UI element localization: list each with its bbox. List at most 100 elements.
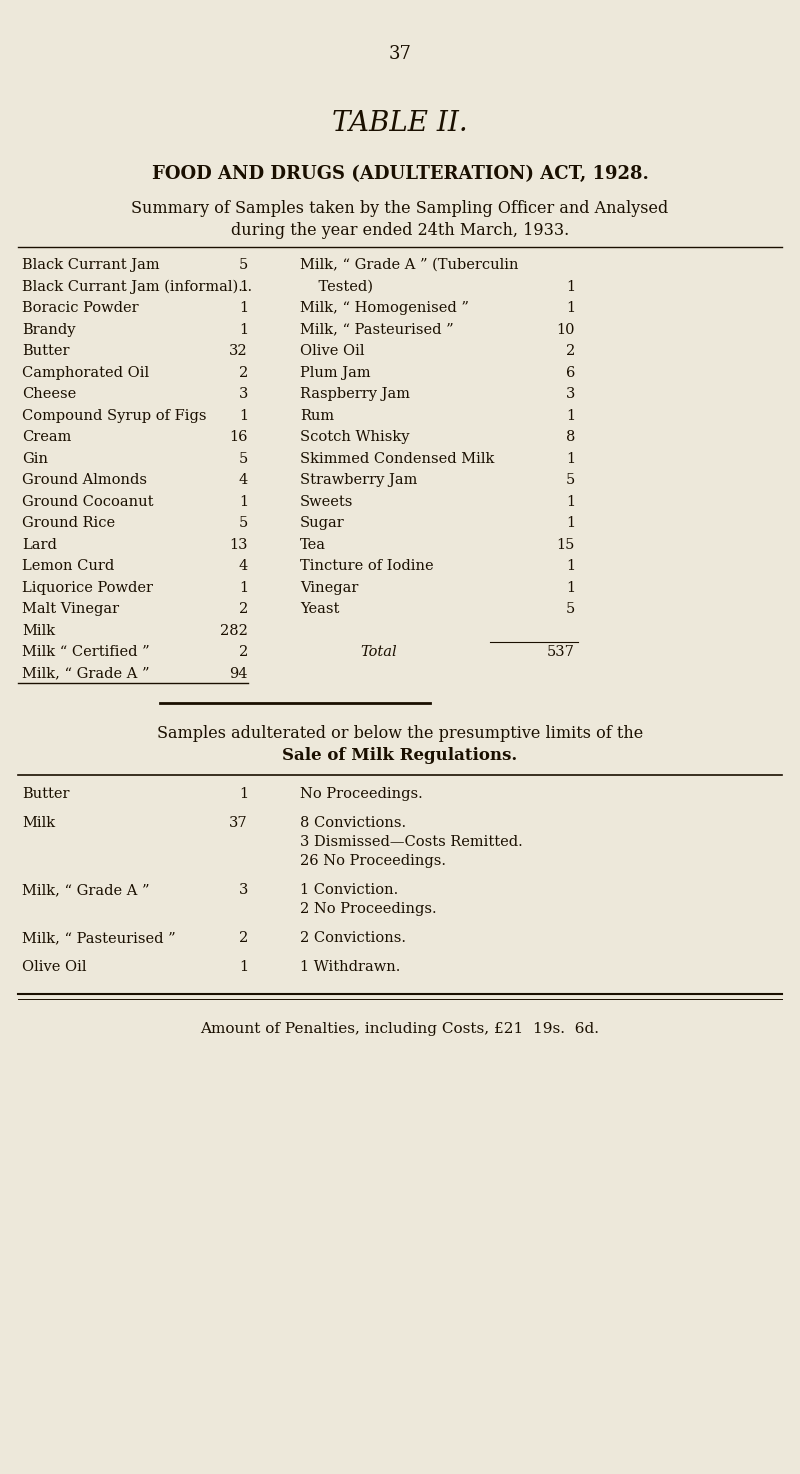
- Text: Raspberry Jam: Raspberry Jam: [300, 388, 410, 401]
- Text: Liquorice Powder: Liquorice Powder: [22, 581, 153, 594]
- Text: 94: 94: [230, 666, 248, 681]
- Text: 2 No Proceedings.: 2 No Proceedings.: [300, 902, 437, 915]
- Text: Cream: Cream: [22, 430, 71, 444]
- Text: Milk, “ Homogenised ”: Milk, “ Homogenised ”: [300, 301, 469, 315]
- Text: Vinegar: Vinegar: [300, 581, 358, 594]
- Text: Milk, “ Grade A ” (Tuberculin: Milk, “ Grade A ” (Tuberculin: [300, 258, 518, 273]
- Text: 4: 4: [238, 559, 248, 573]
- Text: 537: 537: [547, 646, 575, 659]
- Text: 3: 3: [238, 883, 248, 898]
- Text: 1 Withdrawn.: 1 Withdrawn.: [300, 960, 400, 974]
- Text: Cheese: Cheese: [22, 388, 76, 401]
- Text: Milk, “ Pasteurised ”: Milk, “ Pasteurised ”: [22, 932, 176, 945]
- Text: 1: 1: [239, 301, 248, 315]
- Text: Rum: Rum: [300, 408, 334, 423]
- Text: 1: 1: [239, 408, 248, 423]
- Text: 1: 1: [566, 280, 575, 293]
- Text: Olive Oil: Olive Oil: [22, 960, 86, 974]
- Text: Brandy: Brandy: [22, 323, 75, 336]
- Text: Black Currant Jam: Black Currant Jam: [22, 258, 160, 273]
- Text: Milk “ Certified ”: Milk “ Certified ”: [22, 646, 150, 659]
- Text: 26 No Proceedings.: 26 No Proceedings.: [300, 853, 446, 868]
- Text: 2: 2: [238, 366, 248, 379]
- Text: Summary of Samples taken by the Sampling Officer and Analysed: Summary of Samples taken by the Sampling…: [131, 200, 669, 217]
- Text: 13: 13: [230, 538, 248, 551]
- Text: Strawberry Jam: Strawberry Jam: [300, 473, 418, 486]
- Text: Total: Total: [360, 646, 397, 659]
- Text: Scotch Whisky: Scotch Whisky: [300, 430, 410, 444]
- Text: 1: 1: [566, 494, 575, 509]
- Text: 3: 3: [566, 388, 575, 401]
- Text: 8: 8: [566, 430, 575, 444]
- Text: 1: 1: [566, 451, 575, 466]
- Text: Lard: Lard: [22, 538, 57, 551]
- Text: 16: 16: [230, 430, 248, 444]
- Text: 1: 1: [566, 516, 575, 531]
- Text: 5: 5: [238, 258, 248, 273]
- Text: Ground Cocoanut: Ground Cocoanut: [22, 494, 154, 509]
- Text: Milk: Milk: [22, 817, 55, 830]
- Text: Olive Oil: Olive Oil: [300, 343, 365, 358]
- Text: 1: 1: [566, 581, 575, 594]
- Text: Boracic Powder: Boracic Powder: [22, 301, 138, 315]
- Text: 5: 5: [238, 451, 248, 466]
- Text: Plum Jam: Plum Jam: [300, 366, 370, 379]
- Text: Milk: Milk: [22, 624, 55, 637]
- Text: Milk, “ Grade A ”: Milk, “ Grade A ”: [22, 666, 150, 681]
- Text: 2 Convictions.: 2 Convictions.: [300, 932, 406, 945]
- Text: No Proceedings.: No Proceedings.: [300, 787, 422, 800]
- Text: Butter: Butter: [22, 787, 70, 800]
- Text: Gin: Gin: [22, 451, 48, 466]
- Text: 1 Conviction.: 1 Conviction.: [300, 883, 398, 898]
- Text: 1: 1: [239, 323, 248, 336]
- Text: 2: 2: [566, 343, 575, 358]
- Text: Sugar: Sugar: [300, 516, 345, 531]
- Text: Malt Vinegar: Malt Vinegar: [22, 601, 119, 616]
- Text: 3 Dismissed—Costs Remitted.: 3 Dismissed—Costs Remitted.: [300, 834, 522, 849]
- Text: 37: 37: [230, 817, 248, 830]
- Text: 5: 5: [566, 473, 575, 486]
- Text: 1: 1: [239, 787, 248, 800]
- Text: Black Currant Jam (informal)...: Black Currant Jam (informal)...: [22, 280, 252, 293]
- Text: Ground Rice: Ground Rice: [22, 516, 115, 531]
- Text: 1: 1: [239, 581, 248, 594]
- Text: Skimmed Condensed Milk: Skimmed Condensed Milk: [300, 451, 494, 466]
- Text: 3: 3: [238, 388, 248, 401]
- Text: 8 Convictions.: 8 Convictions.: [300, 817, 406, 830]
- Text: 2: 2: [238, 601, 248, 616]
- Text: 1: 1: [566, 559, 575, 573]
- Text: Yeast: Yeast: [300, 601, 339, 616]
- Text: 2: 2: [238, 932, 248, 945]
- Text: Milk, “ Pasteurised ”: Milk, “ Pasteurised ”: [300, 323, 454, 336]
- Text: Camphorated Oil: Camphorated Oil: [22, 366, 149, 379]
- Text: 5: 5: [566, 601, 575, 616]
- Text: Compound Syrup of Figs: Compound Syrup of Figs: [22, 408, 206, 423]
- Text: 1: 1: [239, 280, 248, 293]
- Text: 5: 5: [238, 516, 248, 531]
- Text: Milk, “ Grade A ”: Milk, “ Grade A ”: [22, 883, 150, 898]
- Text: 37: 37: [389, 46, 411, 63]
- Text: 1: 1: [239, 494, 248, 509]
- Text: 2: 2: [238, 646, 248, 659]
- Text: 15: 15: [557, 538, 575, 551]
- Text: 6: 6: [566, 366, 575, 379]
- Text: Butter: Butter: [22, 343, 70, 358]
- Text: 1: 1: [239, 960, 248, 974]
- Text: TABLE II.: TABLE II.: [332, 111, 468, 137]
- Text: 1: 1: [566, 408, 575, 423]
- Text: Tested): Tested): [300, 280, 373, 293]
- Text: Amount of Penalties, including Costs, £21  19s.  6d.: Amount of Penalties, including Costs, £2…: [201, 1021, 599, 1036]
- Text: Sale of Milk Regulations.: Sale of Milk Regulations.: [282, 747, 518, 764]
- Text: 1: 1: [566, 301, 575, 315]
- Text: 32: 32: [230, 343, 248, 358]
- Text: 282: 282: [220, 624, 248, 637]
- Text: Ground Almonds: Ground Almonds: [22, 473, 147, 486]
- Text: Lemon Curd: Lemon Curd: [22, 559, 114, 573]
- Text: 10: 10: [557, 323, 575, 336]
- Text: FOOD AND DRUGS (ADULTERATION) ACT, 1928.: FOOD AND DRUGS (ADULTERATION) ACT, 1928.: [151, 165, 649, 183]
- Text: Tincture of Iodine: Tincture of Iodine: [300, 559, 434, 573]
- Text: Sweets: Sweets: [300, 494, 354, 509]
- Text: 4: 4: [238, 473, 248, 486]
- Text: during the year ended 24th March, 1933.: during the year ended 24th March, 1933.: [231, 223, 569, 239]
- Text: Samples adulterated or below the presumptive limits of the: Samples adulterated or below the presump…: [157, 725, 643, 741]
